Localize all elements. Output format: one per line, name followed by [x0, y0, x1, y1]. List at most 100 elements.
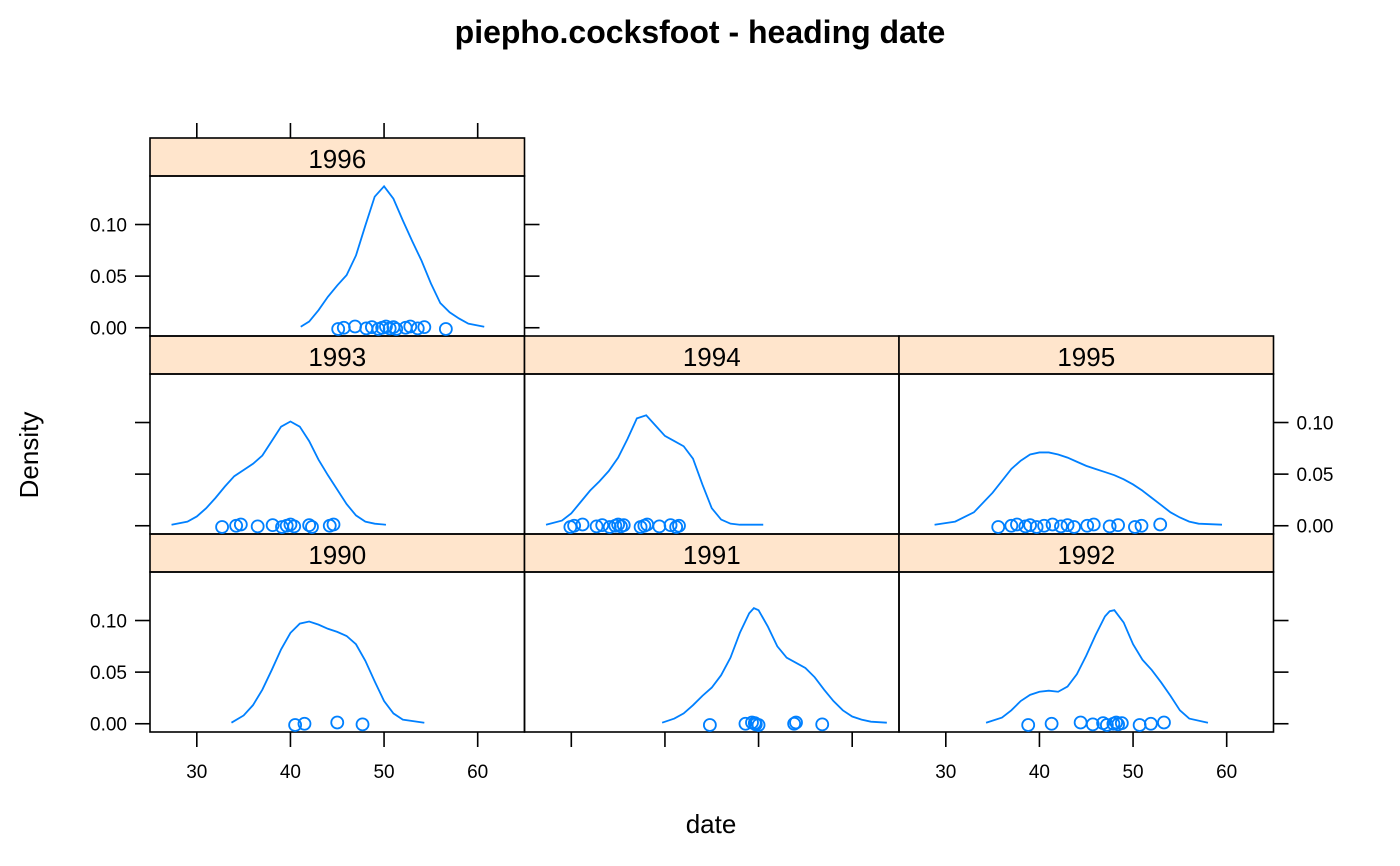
observation-point	[326, 517, 341, 532]
observation-point	[1037, 518, 1052, 533]
panel-1990: 1990	[149, 533, 526, 733]
observation-point	[302, 518, 317, 533]
panel-frame-1990	[149, 571, 526, 733]
observation-point	[410, 321, 425, 336]
observation-point	[751, 718, 766, 732]
panel-1993: 1993	[149, 335, 526, 535]
strip-label-1993: 1993	[308, 342, 366, 372]
observation-point	[1086, 517, 1101, 532]
observation-point	[330, 715, 345, 730]
observation-point	[305, 520, 319, 534]
x-axis-label: date	[686, 809, 737, 839]
observation-point	[1157, 715, 1171, 730]
observation-point	[1134, 518, 1149, 533]
observation-point	[265, 518, 280, 533]
observation-point	[672, 518, 686, 533]
observation-point	[331, 322, 346, 336]
panel-1991: 1991	[523, 533, 900, 733]
observation-point	[1143, 716, 1158, 731]
observation-point	[355, 717, 370, 732]
x-tick-label: 30	[935, 762, 956, 783]
density-line-1994	[545, 414, 764, 526]
panel-1992: 1992	[898, 533, 1275, 733]
strip-label-1990: 1990	[308, 540, 366, 570]
observation-point	[250, 519, 265, 534]
observation-point	[1029, 520, 1044, 534]
observation-point	[1044, 716, 1059, 731]
observation-point	[652, 519, 667, 534]
y-tick-label: 0.10	[90, 612, 127, 633]
observation-point	[595, 518, 610, 533]
observation-point	[738, 716, 753, 731]
panel-frame-1996	[149, 175, 526, 337]
observation-point	[815, 717, 830, 732]
observation-point	[1128, 520, 1142, 534]
strip-1996	[149, 137, 526, 177]
observation-point	[616, 518, 631, 533]
observation-point	[288, 718, 303, 732]
chart-title: piepho.cocksfoot - heading date	[455, 14, 946, 50]
observation-point	[1073, 715, 1088, 730]
density-line-1996	[300, 184, 485, 328]
panel-frame-1995	[898, 373, 1275, 535]
observation-point	[589, 519, 604, 534]
y-axis-label: Density	[14, 412, 44, 499]
panels-group: 1990 1991 1992 1993 1994 1995 1996 0.00 0.05 0.10…	[90, 123, 1333, 783]
observation-point	[1067, 520, 1081, 534]
x-tick-label: 50	[373, 762, 394, 783]
observation-point	[389, 322, 404, 336]
panel-frame-1991	[523, 571, 900, 733]
strip-1990	[149, 533, 526, 573]
y-tick-label: 0.05	[1297, 465, 1334, 486]
observation-point	[438, 322, 453, 336]
x-tick-label: 30	[186, 762, 207, 783]
panel-frame-1993	[149, 373, 526, 535]
observation-point	[403, 319, 418, 334]
observation-point	[1153, 517, 1168, 532]
density-line-1992	[985, 609, 1209, 724]
strip-1995	[898, 335, 1275, 375]
observation-point	[663, 518, 678, 533]
panel-frame-1994	[523, 373, 900, 535]
strip-label-1994: 1994	[683, 342, 741, 372]
x-tick-label: 60	[467, 762, 488, 783]
observation-point	[1023, 518, 1037, 533]
observation-point	[1085, 717, 1100, 732]
observation-point	[1045, 517, 1060, 532]
observation-point	[287, 519, 302, 534]
observation-point	[1102, 519, 1117, 534]
panel-1995: 1995	[898, 335, 1275, 535]
observation-point	[787, 716, 802, 731]
observation-point	[567, 518, 582, 533]
x-tick-label: 40	[280, 762, 301, 783]
panel-1996: 1996	[149, 137, 526, 337]
observation-point	[1080, 518, 1095, 533]
y-tick-label: 0.05	[90, 663, 127, 684]
strip-label-1995: 1995	[1057, 342, 1115, 372]
observation-point	[1114, 716, 1129, 731]
observation-point	[1060, 518, 1075, 533]
observation-point	[1021, 718, 1036, 732]
observation-point	[1010, 517, 1024, 532]
strip-label-1996: 1996	[308, 144, 366, 174]
y-tick-label: 0.00	[90, 715, 127, 736]
density-line-1991	[661, 607, 887, 724]
observation-point	[348, 319, 362, 334]
y-tick-label: 0.10	[1297, 414, 1334, 435]
observation-point	[1109, 715, 1124, 730]
panel-1994: 1994	[523, 335, 900, 535]
observation-point	[233, 517, 248, 532]
panel-frame-1992	[898, 571, 1275, 733]
density-line-1993	[171, 420, 387, 526]
y-tick-label: 0.00	[90, 319, 127, 340]
observation-point	[364, 320, 379, 335]
strip-label-1991: 1991	[683, 540, 741, 570]
observation-point	[789, 715, 803, 730]
observation-point	[1111, 518, 1125, 533]
y-tick-label: 0.00	[1297, 517, 1334, 538]
observation-point	[297, 716, 312, 731]
observation-point	[215, 520, 229, 534]
density-line-1990	[230, 620, 425, 724]
y-tick-label: 0.05	[90, 267, 127, 288]
